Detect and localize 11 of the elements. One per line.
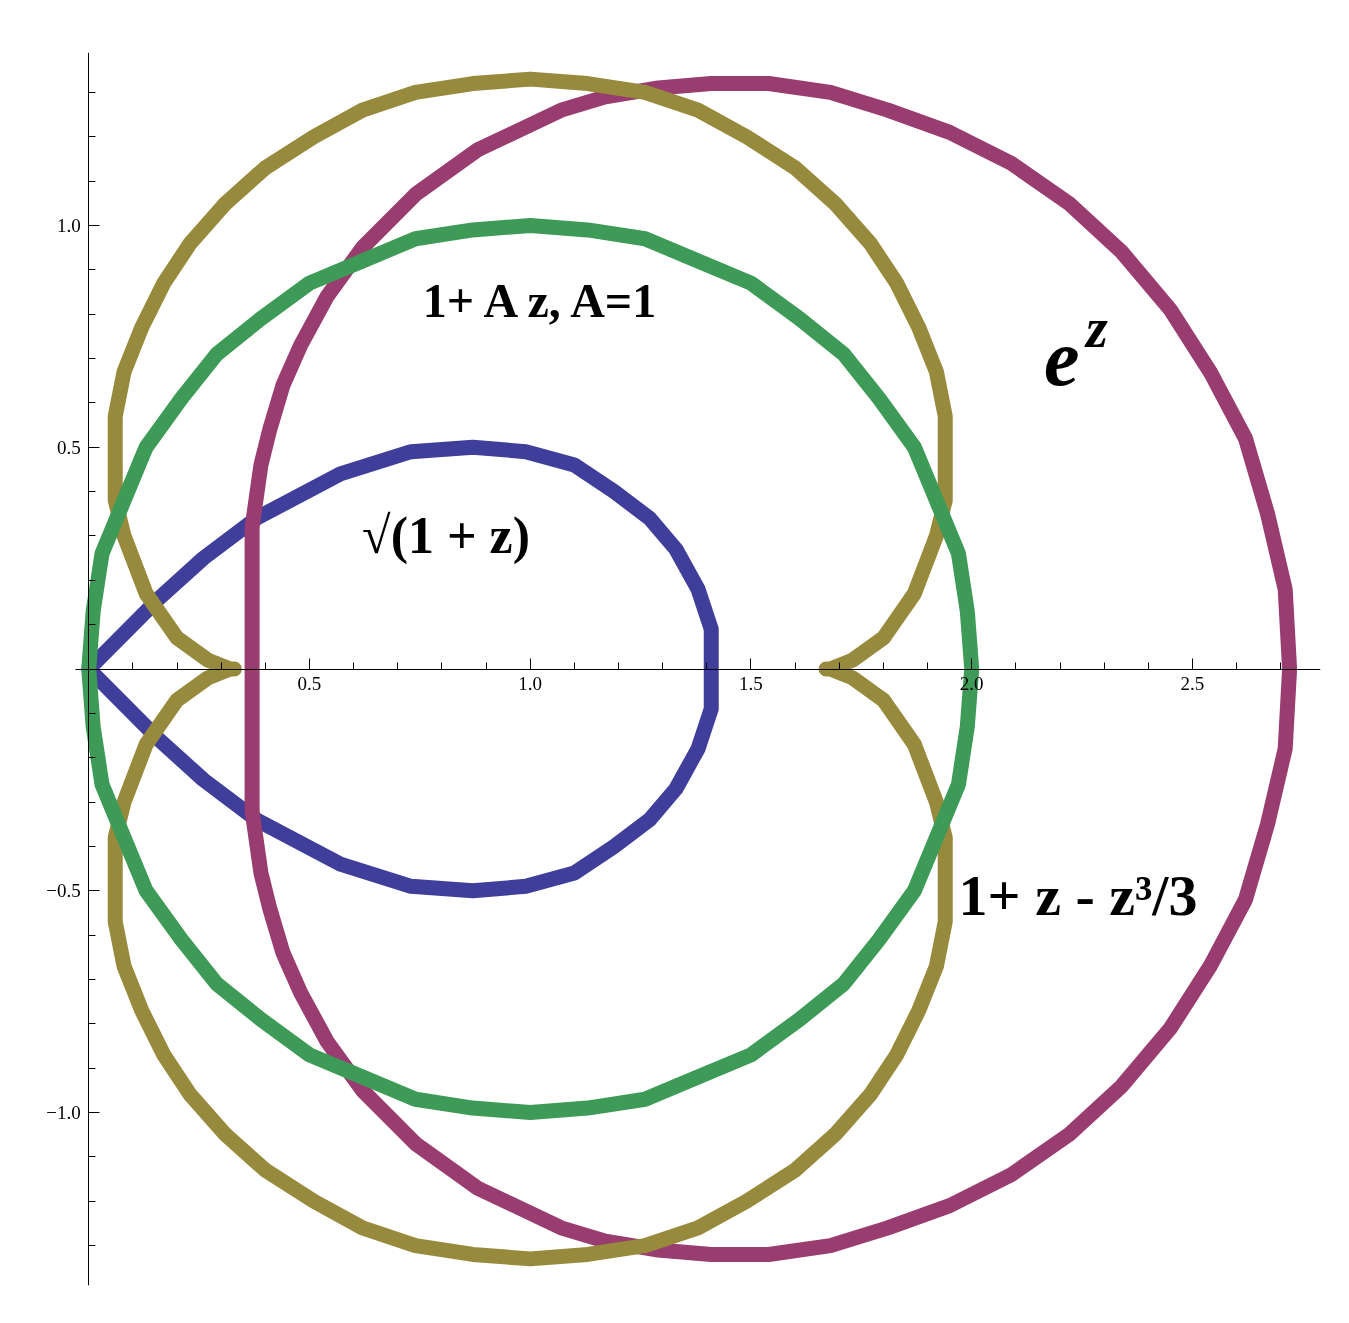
- y-tick-label: −1.0: [46, 1102, 81, 1124]
- x-tick-label: 0.5: [297, 673, 322, 694]
- x-tick-label: 1.5: [739, 673, 763, 694]
- y-tick-label: 1.0: [56, 214, 81, 236]
- x-tick-label: 1.0: [518, 673, 543, 694]
- x-tick-label: 2.5: [1180, 673, 1205, 694]
- series-label: 1+ z - z³/3: [958, 863, 1198, 929]
- y-tick-label: 0.5: [56, 436, 81, 458]
- y-tick-label: −0.5: [46, 880, 81, 902]
- series-label: 1+ A z, A=1: [422, 274, 657, 328]
- series-label: √(1 + z): [362, 507, 531, 566]
